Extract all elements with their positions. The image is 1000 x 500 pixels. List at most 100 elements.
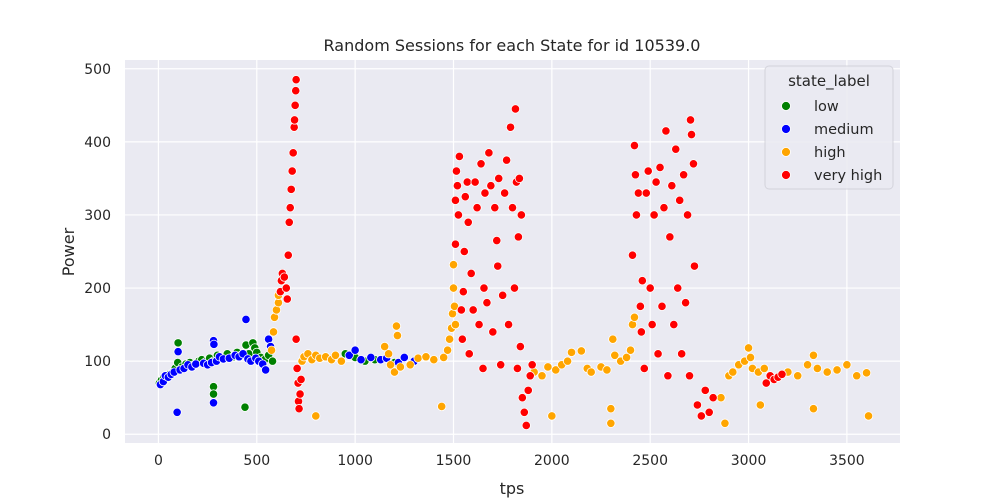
data-point xyxy=(208,398,219,408)
legend-title: state_label xyxy=(788,72,870,91)
data-point xyxy=(759,363,769,374)
data-point xyxy=(444,334,455,344)
data-point xyxy=(515,341,525,352)
data-point xyxy=(191,359,201,369)
data-point xyxy=(636,327,646,337)
series-medium xyxy=(155,314,419,417)
data-point xyxy=(671,144,681,154)
x-tick-label: 1000 xyxy=(337,453,373,469)
data-point xyxy=(700,385,710,395)
data-point xyxy=(283,250,293,260)
data-point xyxy=(704,407,714,417)
data-points xyxy=(154,75,874,431)
legend-label: low xyxy=(814,99,839,115)
data-point xyxy=(350,345,360,355)
data-point xyxy=(629,312,640,322)
data-point xyxy=(525,371,535,381)
data-point xyxy=(476,159,486,169)
data-point xyxy=(421,352,431,362)
data-point xyxy=(808,350,819,360)
data-point xyxy=(576,346,586,356)
data-point xyxy=(692,400,702,410)
data-point xyxy=(621,352,632,363)
data-point xyxy=(661,126,671,136)
data-point xyxy=(291,86,301,96)
data-point xyxy=(610,350,620,360)
data-point xyxy=(566,347,577,357)
data-point xyxy=(505,122,516,132)
data-point xyxy=(287,166,297,176)
legend-marker xyxy=(781,170,791,180)
x-tick-label: 2500 xyxy=(632,453,668,469)
data-point xyxy=(392,330,403,341)
data-point xyxy=(665,232,675,242)
legend: state_label low medium high very high xyxy=(764,65,894,190)
data-point xyxy=(448,260,459,270)
data-point xyxy=(453,210,464,220)
data-point xyxy=(458,287,468,297)
data-point xyxy=(383,349,394,359)
data-point xyxy=(527,360,537,370)
data-point xyxy=(608,334,618,344)
y-tick-label: 500 xyxy=(84,62,111,78)
series-very-high xyxy=(275,75,787,431)
data-point xyxy=(745,352,756,363)
data-point xyxy=(516,210,526,220)
data-point xyxy=(284,217,294,227)
data-point xyxy=(633,188,643,198)
data-point xyxy=(291,75,301,85)
y-tick-label: 200 xyxy=(84,281,111,297)
data-point xyxy=(647,319,657,330)
data-point xyxy=(454,151,464,162)
data-point xyxy=(208,389,219,399)
data-point xyxy=(523,385,533,395)
data-point xyxy=(450,195,461,205)
data-point xyxy=(761,378,771,388)
data-point xyxy=(437,401,447,412)
legend-marker xyxy=(781,101,791,111)
data-point xyxy=(366,352,376,363)
data-point xyxy=(688,159,699,169)
data-point xyxy=(680,298,691,308)
data-point xyxy=(861,368,872,378)
data-point xyxy=(832,365,842,375)
x-tick-label: 2000 xyxy=(534,453,570,469)
data-point xyxy=(507,203,518,213)
data-point xyxy=(209,339,219,349)
data-point xyxy=(490,203,500,213)
data-point xyxy=(637,276,647,286)
data-point xyxy=(679,170,689,180)
y-tick-label: 0 xyxy=(102,427,111,443)
data-point xyxy=(852,371,862,381)
data-point xyxy=(716,393,726,403)
data-point xyxy=(625,345,636,355)
data-point xyxy=(586,367,596,377)
data-point xyxy=(290,100,300,110)
data-point xyxy=(682,210,693,220)
data-point xyxy=(510,104,521,114)
data-point xyxy=(720,418,730,428)
data-point xyxy=(399,352,409,363)
data-point xyxy=(460,192,470,202)
data-point xyxy=(630,170,641,180)
data-point xyxy=(696,411,706,421)
data-point xyxy=(405,360,415,370)
data-point xyxy=(509,283,520,293)
data-point xyxy=(288,148,298,158)
data-point xyxy=(380,341,390,352)
data-point xyxy=(547,411,557,421)
data-point xyxy=(521,420,531,431)
data-point xyxy=(514,173,524,184)
data-point xyxy=(385,360,396,370)
legend-items: low medium high very high xyxy=(781,99,882,184)
data-point xyxy=(285,203,295,213)
data-point xyxy=(466,268,476,279)
data-point xyxy=(728,367,738,377)
data-point xyxy=(482,298,492,308)
legend-marker xyxy=(781,124,791,134)
data-point xyxy=(500,188,510,198)
data-point xyxy=(282,294,292,304)
data-point xyxy=(281,283,291,293)
data-point xyxy=(291,334,301,344)
